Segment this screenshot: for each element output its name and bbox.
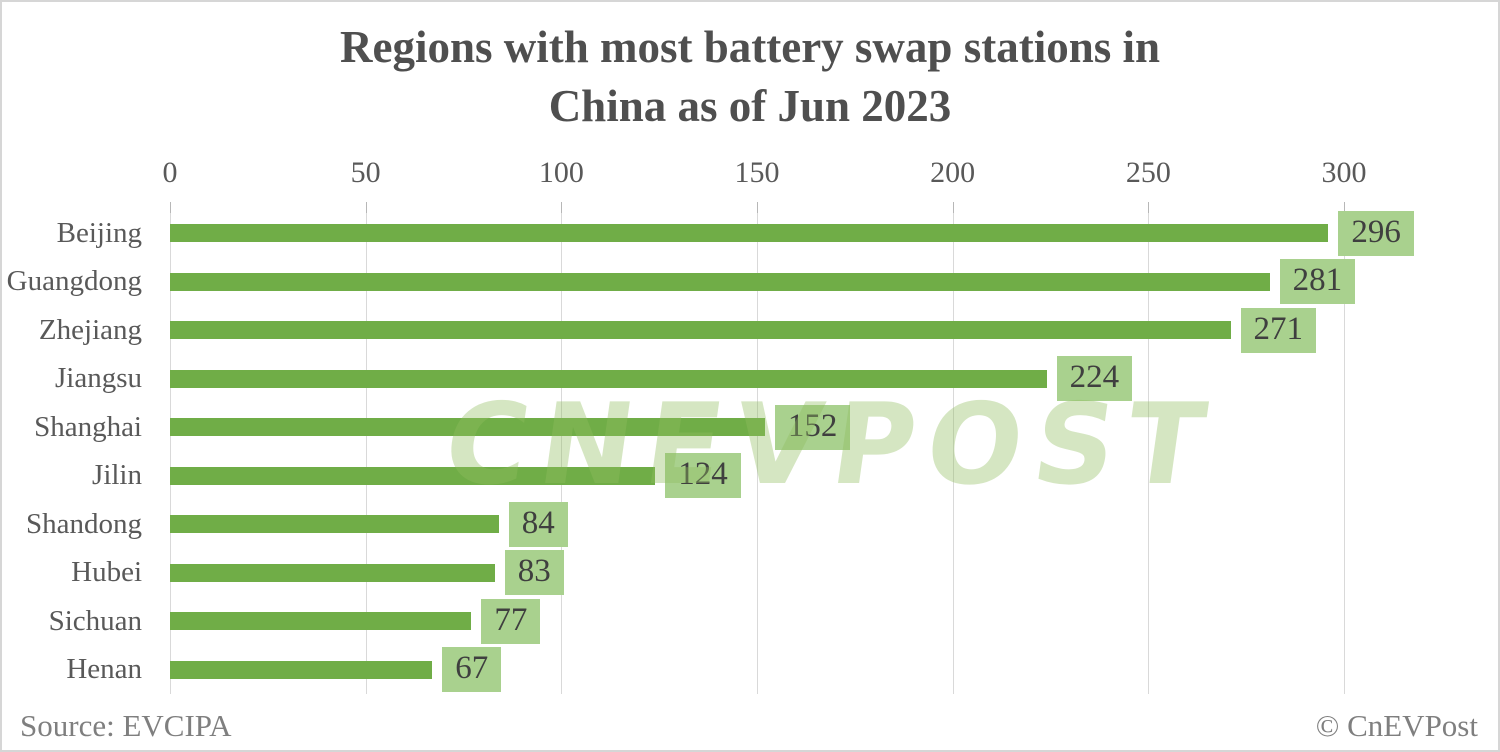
bar-hubei — [170, 563, 495, 582]
category-label: Beijing — [56, 216, 142, 249]
category-label: Jilin — [92, 459, 142, 492]
bar-track: 77 — [170, 597, 1498, 646]
value-label: 83 — [504, 550, 564, 596]
bar-row: Beijing 296 — [2, 209, 1498, 258]
gridline — [365, 202, 367, 694]
value-label: 84 — [508, 501, 568, 547]
chart-title: Regions with most battery swap stations … — [2, 18, 1498, 137]
bar-row: Henan 67 — [2, 646, 1498, 695]
value-label: 77 — [481, 598, 541, 644]
category-label: Zhejiang — [38, 313, 142, 346]
tick-mark — [1343, 202, 1345, 213]
bar-row: Sichuan 77 — [2, 597, 1498, 646]
copyright-text: © CnEVPost — [1315, 708, 1478, 743]
bar-row: Shandong 84 — [2, 500, 1498, 549]
bar-row: Jiangsu 224 — [2, 355, 1498, 404]
bar-track: 124 — [170, 452, 1498, 501]
category-label: Shanghai — [34, 410, 142, 443]
bar-jilin — [170, 466, 656, 485]
chart-title-line-1: Regions with most battery swap stations … — [339, 22, 1161, 72]
gridline — [170, 202, 171, 694]
chart-title-line-2: China as of Jun 2023 — [548, 81, 952, 132]
x-tick-label: 0 — [162, 156, 178, 189]
value-label: 281 — [1279, 259, 1356, 305]
value-label: 271 — [1240, 307, 1316, 353]
gridline — [756, 202, 758, 694]
value-label: 224 — [1056, 356, 1133, 402]
category-label: Shandong — [26, 507, 142, 540]
x-tick-label: 50 — [350, 156, 381, 189]
bar-track: 296 — [170, 209, 1498, 258]
bar-beijing — [170, 224, 1329, 243]
value-label: 67 — [442, 647, 502, 693]
bar-track: 84 — [170, 500, 1498, 549]
gridline — [1148, 202, 1150, 694]
bar-row: Guangdong 281 — [2, 258, 1498, 307]
value-label: 152 — [774, 404, 851, 450]
value-label: 124 — [665, 453, 741, 499]
bar-track: 152 — [170, 403, 1498, 452]
x-tick-label: 300 — [1321, 156, 1367, 189]
bar-row: Shanghai 152 — [2, 403, 1498, 452]
x-tick-label: 150 — [734, 156, 780, 189]
x-tick-label: 250 — [1125, 156, 1171, 189]
bar-row: Jilin 124 — [2, 452, 1498, 501]
x-tick-label: 100 — [538, 156, 584, 189]
bar-track: 83 — [170, 549, 1498, 598]
tick-mark — [1148, 202, 1150, 213]
bar-track: 67 — [170, 646, 1498, 695]
bar-shanghai — [170, 418, 765, 437]
tick-mark — [365, 202, 367, 213]
tick-mark — [561, 202, 563, 213]
bar-track: 281 — [170, 258, 1498, 307]
tick-mark — [756, 202, 758, 213]
bar-track: 271 — [170, 306, 1498, 355]
x-axis: 0 50 100 150 200 250 300 — [2, 156, 1498, 196]
bar-rows-group: Beijing 296 Guangdong 281 Zhejiang 271 Jiangsu… — [2, 209, 1498, 694]
category-label: Hubei — [71, 556, 142, 589]
gridline — [561, 202, 563, 694]
category-label: Jiangsu — [55, 362, 142, 395]
bar-shandong — [170, 515, 499, 534]
bar-sichuan — [170, 612, 472, 631]
source-text: Source: EVCIPA — [20, 708, 232, 743]
bar-row: Zhejiang 271 — [2, 306, 1498, 355]
bar-jiangsu — [170, 369, 1047, 388]
bar-henan — [170, 660, 433, 679]
value-label: 296 — [1338, 210, 1414, 256]
category-label: Henan — [66, 653, 142, 686]
tick-mark — [952, 202, 954, 213]
bar-guangdong — [170, 272, 1270, 291]
plot-area: Beijing 296 Guangdong 281 Zhejiang 271 Jiangsu… — [2, 202, 1498, 694]
gridline — [952, 202, 954, 694]
category-label: Sichuan — [48, 604, 142, 637]
tick-mark — [170, 202, 171, 213]
gridline — [1343, 202, 1345, 694]
x-tick-label: 200 — [930, 156, 976, 189]
category-label: Guangdong — [6, 265, 142, 298]
bar-track: 224 — [170, 355, 1498, 404]
bar-row: Hubei 83 — [2, 549, 1498, 598]
bar-zhejiang — [170, 321, 1231, 340]
